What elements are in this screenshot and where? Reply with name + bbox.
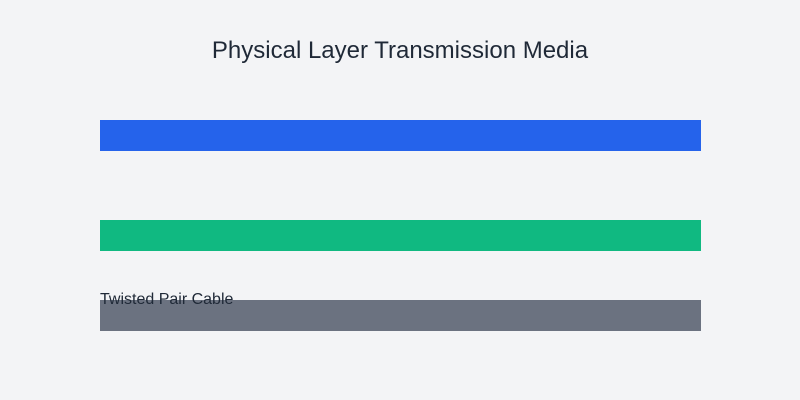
- media-label-twisted-pair: Twisted Pair Cable: [100, 291, 234, 308]
- media-bar-3: [100, 300, 701, 331]
- media-bar-2: [100, 220, 701, 251]
- media-bar-1: [100, 120, 701, 151]
- diagram-title: Physical Layer Transmission Media: [211, 37, 589, 64]
